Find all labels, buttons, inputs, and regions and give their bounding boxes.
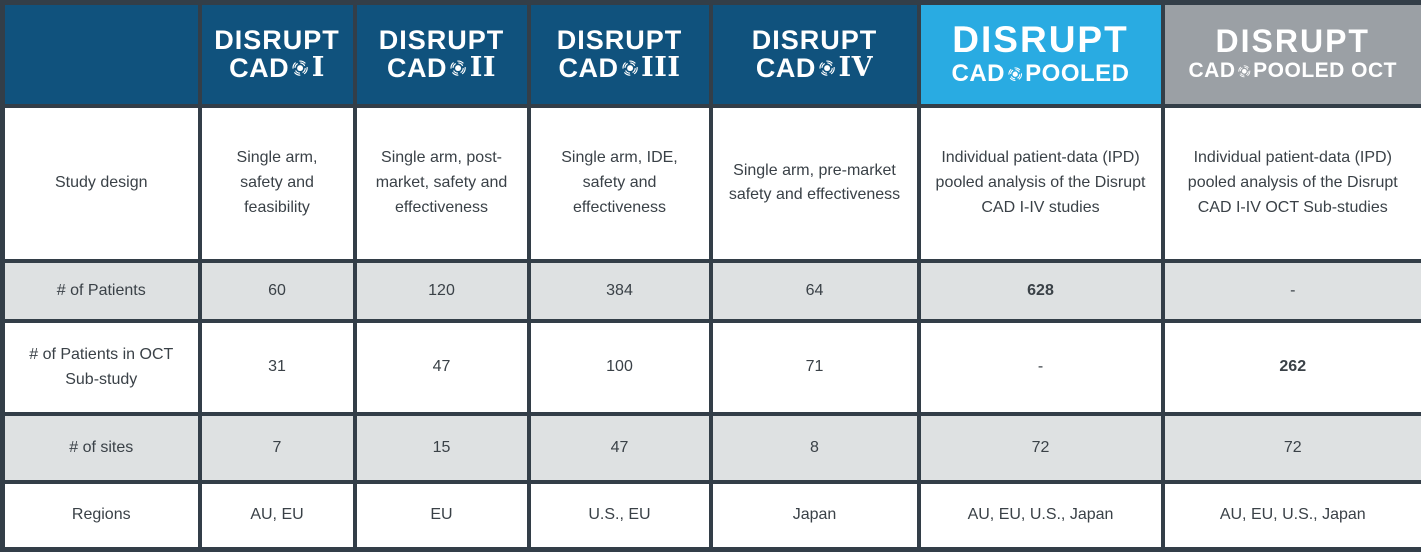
logo-suffix-text: I — [311, 52, 325, 84]
bullseye-icon — [622, 60, 638, 77]
logo-cad-line: CAD IV — [755, 52, 874, 84]
logo-disrupt-text: DISRUPT — [378, 24, 505, 55]
table-row: Regions AU, EU EU U.S., EU Japan AU, EU, U.S.… — [0, 480, 1421, 552]
disrupt-cad-logo: DISRUPT CAD POOLED OCT — [1171, 25, 1416, 83]
row-label: Regions — [0, 480, 202, 552]
logo-cad-text: CAD — [558, 53, 619, 84]
logo-cad-text: CAD — [1188, 59, 1236, 83]
cell: 60 — [197, 259, 357, 324]
cell: Individual patient-data (IPD) pooled ana… — [1160, 103, 1421, 264]
column-header-cad-iv: DISRUPT CAD IV — [708, 0, 921, 108]
logo-cad-line: CAD III — [558, 52, 681, 84]
bullseye-icon — [819, 60, 835, 77]
cell: Single arm, post-market, safety and effe… — [352, 103, 531, 264]
cell: AU, EU, U.S., Japan — [1160, 480, 1421, 552]
disrupt-cad-logo: DISRUPT CAD III — [537, 26, 703, 83]
cell: 120 — [352, 259, 531, 324]
cell: 72 — [916, 411, 1165, 485]
row-label: # of sites — [0, 411, 202, 485]
logo-cad-text: CAD — [951, 59, 1005, 87]
column-header-cad-ii: DISRUPT CAD II — [352, 0, 531, 108]
logo-disrupt-text: DISRUPT — [952, 18, 1129, 60]
row-label: # of Patients — [0, 259, 202, 324]
cell: 15 — [352, 411, 531, 485]
cell: EU — [352, 480, 531, 552]
cell: Single arm, IDE, safety and effectivenes… — [526, 103, 713, 264]
table-row: # of sites 7 15 47 8 72 72 — [0, 411, 1421, 485]
cell: 47 — [352, 319, 531, 416]
cell: Individual patient-data (IPD) pooled ana… — [916, 103, 1165, 264]
disrupt-cad-logo: DISRUPT CAD II — [363, 26, 521, 83]
cell: AU, EU, U.S., Japan — [916, 480, 1165, 552]
row-label: # of Patients in OCT Sub-study — [0, 319, 202, 416]
table-row: # of Patients 60 120 384 64 628- — [0, 259, 1421, 324]
header-row: DISRUPT CAD I DISRUPT CAD II DISRUPT CAD III DISR… — [0, 0, 1421, 108]
logo-suffix-text: POOLED OCT — [1253, 59, 1397, 83]
disrupt-cad-logo: DISRUPT CAD POOLED — [927, 21, 1155, 88]
cell: 71 — [708, 319, 921, 416]
bullseye-icon — [292, 60, 309, 77]
column-header-cad-iii: DISRUPT CAD III — [526, 0, 713, 108]
logo-cad-text: CAD — [387, 53, 448, 84]
logo-disrupt-text: DISRUPT — [556, 24, 683, 55]
cell: 72 — [1160, 411, 1421, 485]
column-header-cad-pooled: DISRUPT CAD POOLED — [916, 0, 1165, 108]
cell: 628 — [916, 259, 1165, 324]
cell: 47 — [526, 411, 713, 485]
cell: 100 — [526, 319, 713, 416]
logo-suffix-text: IV — [838, 52, 874, 84]
bullseye-icon — [1238, 65, 1251, 78]
cell: 31 — [197, 319, 357, 416]
cell: 64 — [708, 259, 921, 324]
cell: 262 — [1160, 319, 1421, 416]
corner-cell — [0, 0, 202, 108]
bullseye-icon — [450, 60, 467, 77]
disrupt-cad-logo: DISRUPT CAD I — [208, 26, 347, 83]
cell: 7 — [197, 411, 357, 485]
cell: Single arm, pre-market safety and effect… — [708, 103, 921, 264]
cell: 8 — [708, 411, 921, 485]
row-label: Study design — [0, 103, 202, 264]
logo-cad-text: CAD — [755, 53, 816, 84]
cell: - — [916, 319, 1165, 416]
table-row: Study design Single arm, safety and feasi… — [0, 103, 1421, 264]
cell: AU, EU — [197, 480, 357, 552]
bullseye-icon — [1008, 66, 1022, 81]
logo-cad-line: CAD I — [229, 52, 325, 84]
column-header-cad-pooled-oct: DISRUPT CAD POOLED OCT — [1160, 0, 1421, 108]
cell: - — [1160, 259, 1421, 324]
logo-cad-line: CAD II — [387, 52, 496, 84]
logo-suffix-text: II — [469, 52, 496, 84]
logo-cad-text: CAD — [229, 53, 290, 84]
table-row: # of Patients in OCT Sub-study 31 47 100 71-… — [0, 319, 1421, 416]
cell: Single arm, safety and feasibility — [197, 103, 357, 264]
cell: Japan — [708, 480, 921, 552]
logo-disrupt-text: DISRUPT — [214, 24, 340, 55]
disrupt-cad-logo: DISRUPT CAD IV — [719, 26, 911, 83]
logo-disrupt-text: DISRUPT — [751, 24, 878, 55]
column-header-cad-i: DISRUPT CAD I — [197, 0, 357, 108]
cell: U.S., EU — [526, 480, 713, 552]
logo-suffix-text: III — [641, 52, 681, 84]
logo-suffix-text: POOLED — [1025, 59, 1130, 87]
logo-cad-line: CAD POOLED OCT — [1189, 59, 1397, 83]
logo-cad-line: CAD POOLED — [952, 60, 1130, 88]
logo-disrupt-text: DISRUPT — [1215, 23, 1370, 60]
cell: 384 — [526, 259, 713, 324]
